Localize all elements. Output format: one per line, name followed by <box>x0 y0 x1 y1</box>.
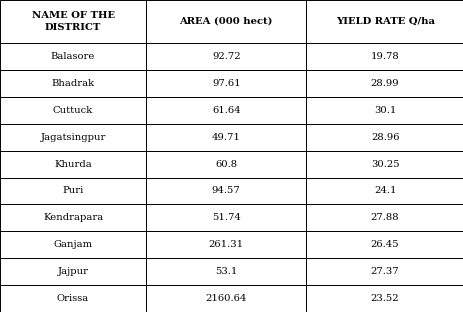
Text: 53.1: 53.1 <box>214 267 237 276</box>
Bar <box>146 151 306 178</box>
Bar <box>0 258 146 285</box>
Bar <box>306 124 463 151</box>
Text: 51.74: 51.74 <box>211 213 240 222</box>
Bar <box>146 70 306 97</box>
Text: 94.57: 94.57 <box>212 187 240 196</box>
Bar <box>306 178 463 204</box>
Bar <box>0 0 146 43</box>
Bar <box>146 204 306 231</box>
Bar <box>306 285 463 312</box>
Text: 23.52: 23.52 <box>370 294 399 303</box>
Text: Khurda: Khurda <box>54 159 92 168</box>
Text: 27.37: 27.37 <box>370 267 399 276</box>
Text: 30.25: 30.25 <box>370 159 399 168</box>
Text: Puri: Puri <box>62 187 84 196</box>
Bar <box>306 258 463 285</box>
Text: YIELD RATE Q/ha: YIELD RATE Q/ha <box>335 17 434 26</box>
Bar <box>146 0 306 43</box>
Text: 28.96: 28.96 <box>370 133 399 142</box>
Text: 26.45: 26.45 <box>370 240 399 249</box>
Text: Bhadrak: Bhadrak <box>51 79 94 88</box>
Bar <box>0 97 146 124</box>
Text: Orissa: Orissa <box>57 294 89 303</box>
Bar <box>306 70 463 97</box>
Bar <box>146 231 306 258</box>
Text: 19.78: 19.78 <box>370 52 399 61</box>
Text: AREA (000 hect): AREA (000 hect) <box>179 17 272 26</box>
Text: 97.61: 97.61 <box>212 79 240 88</box>
Bar <box>306 204 463 231</box>
Bar <box>146 43 306 70</box>
Bar <box>306 0 463 43</box>
Text: 24.1: 24.1 <box>373 187 395 196</box>
Text: Cuttuck: Cuttuck <box>53 106 93 115</box>
Text: Ganjam: Ganjam <box>53 240 93 249</box>
Text: 28.99: 28.99 <box>370 79 399 88</box>
Bar <box>306 231 463 258</box>
Text: 261.31: 261.31 <box>208 240 243 249</box>
Bar <box>146 258 306 285</box>
Bar <box>0 204 146 231</box>
Bar <box>0 124 146 151</box>
Bar <box>0 70 146 97</box>
Bar <box>0 285 146 312</box>
Text: Kendrapara: Kendrapara <box>43 213 103 222</box>
Bar <box>306 151 463 178</box>
Bar <box>146 97 306 124</box>
Text: 30.1: 30.1 <box>373 106 395 115</box>
Text: 92.72: 92.72 <box>212 52 240 61</box>
Bar <box>146 178 306 204</box>
Text: NAME OF THE
DISTRICT: NAME OF THE DISTRICT <box>31 12 114 32</box>
Bar <box>0 231 146 258</box>
Text: 2160.64: 2160.64 <box>205 294 246 303</box>
Bar <box>306 97 463 124</box>
Text: Jajpur: Jajpur <box>57 267 88 276</box>
Text: Balasore: Balasore <box>51 52 95 61</box>
Text: Jagatsingpur: Jagatsingpur <box>40 133 106 142</box>
Text: 27.88: 27.88 <box>370 213 399 222</box>
Bar <box>0 178 146 204</box>
Bar <box>0 43 146 70</box>
Text: 60.8: 60.8 <box>215 159 237 168</box>
Bar <box>146 124 306 151</box>
Text: 49.71: 49.71 <box>211 133 240 142</box>
Bar <box>146 285 306 312</box>
Text: 61.64: 61.64 <box>212 106 240 115</box>
Bar <box>306 43 463 70</box>
Bar <box>0 151 146 178</box>
